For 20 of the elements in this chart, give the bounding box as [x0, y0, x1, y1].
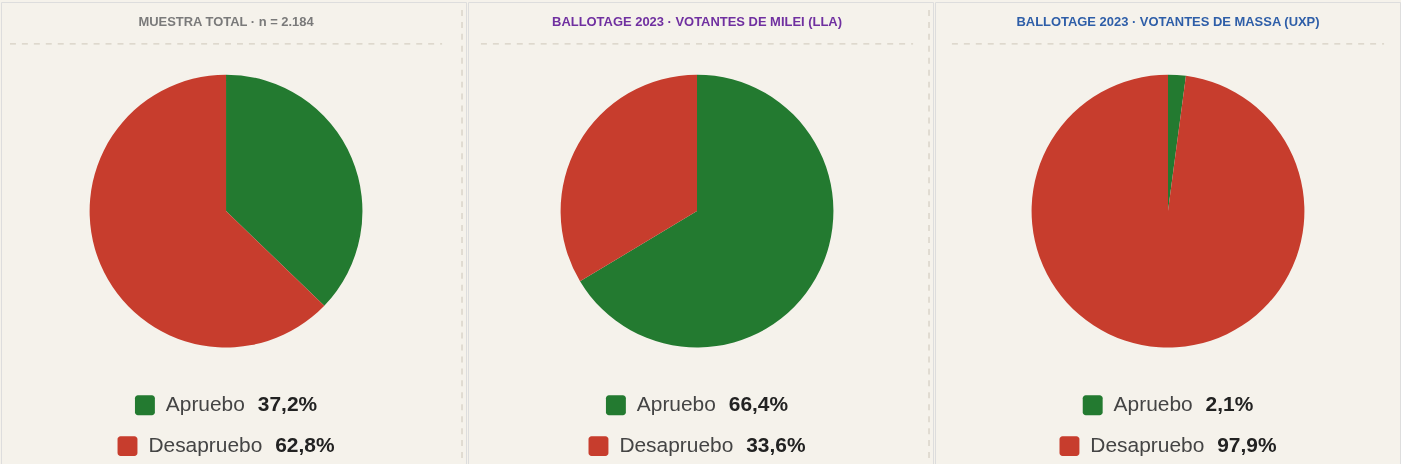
legend-label: Apruebo [636, 392, 716, 416]
data-label: 2,1% [1205, 392, 1254, 416]
chart-title: BALLOTAGE 2023 · VOTANTES DE MASSA (UXP) [1016, 13, 1320, 29]
legend-label: Desapruebo [148, 433, 263, 457]
legend-label: Apruebo [165, 392, 245, 416]
data-label: 62,8% [275, 433, 335, 457]
data-label: 37,2% [257, 392, 318, 416]
data-label: 97,9% [1217, 433, 1277, 457]
pie-slice [89, 74, 325, 348]
legend-label: Apruebo [1113, 392, 1193, 416]
pie-slice [1031, 74, 1305, 348]
chart-title: BALLOTAGE 2023 · VOTANTES DE MILEI (LLA) [552, 13, 842, 29]
pie-slice [560, 74, 698, 282]
chart-title: MUESTRA TOTAL · n = 2.184 [138, 13, 315, 29]
data-label: 33,6% [746, 433, 806, 457]
pie-slice [580, 74, 834, 348]
legend-label: Desapruebo [619, 433, 734, 457]
pie-slice [226, 74, 363, 306]
legend-label: Desapruebo [1090, 433, 1205, 457]
data-label: 66,4% [728, 392, 789, 416]
